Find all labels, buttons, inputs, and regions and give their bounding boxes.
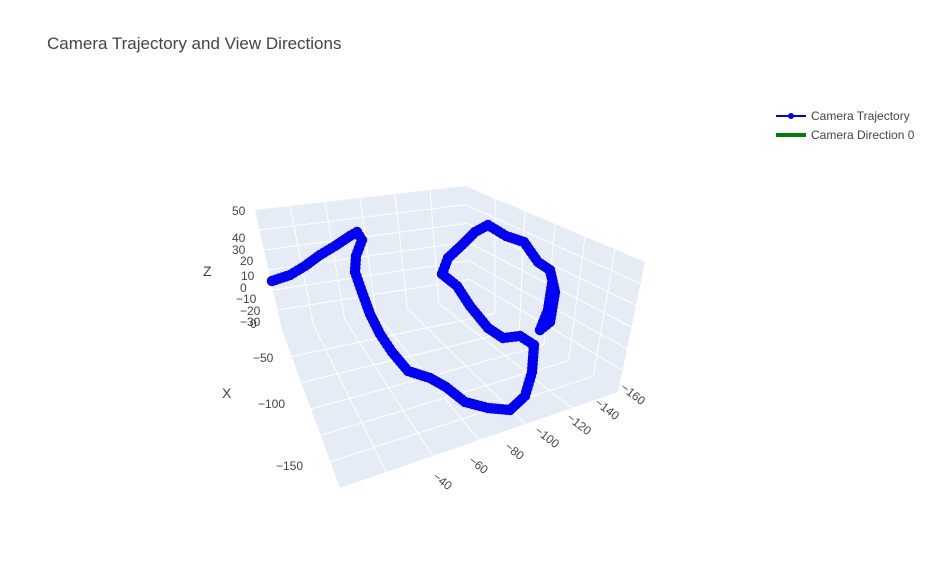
camera-trajectory-series[interactable] <box>266 219 561 416</box>
legend-swatch-direction <box>776 132 806 137</box>
legend-item-trajectory[interactable]: Camera Trajectory <box>776 106 914 125</box>
x-tick-label: −100 <box>258 397 285 411</box>
z-tick-label: −10 <box>236 292 257 306</box>
y-tick-label: −120 <box>564 410 594 438</box>
legend-swatch-trajectory <box>776 112 806 119</box>
z-axis-title: Z <box>203 263 212 279</box>
z-tick-label: −20 <box>240 304 261 318</box>
grid-lines <box>259 189 641 473</box>
x-tick-label: −50 <box>253 351 274 365</box>
legend: Camera Trajectory Camera Direction 0 <box>776 106 914 144</box>
legend-label-direction: Camera Direction 0 <box>811 127 915 142</box>
z-tick-label: 40 <box>232 231 246 245</box>
z-tick-label: 20 <box>240 254 254 268</box>
z-tick-label: −30 <box>240 315 261 329</box>
x-tick-label: 0 <box>250 317 257 331</box>
tick-labels: 50403020100−10−20−300−50−100−150−40−60−8… <box>232 204 648 493</box>
chart-title: Camera Trajectory and View Directions <box>47 34 342 53</box>
z-tick-label: 50 <box>232 204 246 218</box>
y-tick-label: −100 <box>532 423 562 451</box>
z-tick-label: 30 <box>232 243 246 257</box>
y-tick-label: −80 <box>502 439 527 463</box>
x-axis-title: X <box>222 385 232 401</box>
y-tick-label: −160 <box>618 380 648 408</box>
legend-item-direction[interactable]: Camera Direction 0 <box>776 125 914 144</box>
y-tick-label: −60 <box>466 453 491 477</box>
z-tick-label: 0 <box>240 281 247 295</box>
x-tick-label: −150 <box>276 459 303 473</box>
legend-label-trajectory: Camera Trajectory <box>811 108 910 123</box>
z-tick-label: 10 <box>241 269 255 283</box>
y-tick-label: −40 <box>430 469 455 493</box>
back-wall-left <box>255 186 470 330</box>
y-tick-label: −140 <box>592 395 622 423</box>
trajectory-point[interactable] <box>546 278 558 290</box>
